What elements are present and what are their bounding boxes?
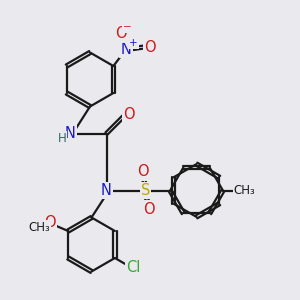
Text: O: O [44, 215, 56, 230]
Text: −: − [123, 22, 132, 32]
Text: CH₃: CH₃ [29, 221, 50, 234]
Text: +: + [129, 38, 138, 48]
Text: O: O [137, 164, 149, 179]
Text: O: O [143, 202, 154, 217]
Text: O: O [144, 40, 156, 55]
Text: O: O [115, 26, 126, 41]
Text: N: N [101, 183, 112, 198]
Text: H: H [58, 132, 67, 146]
Text: S: S [141, 183, 150, 198]
Text: N: N [121, 42, 131, 57]
Text: CH₃: CH₃ [234, 184, 255, 197]
Text: N: N [65, 126, 76, 141]
Text: O: O [123, 107, 135, 122]
Text: Cl: Cl [126, 260, 141, 275]
